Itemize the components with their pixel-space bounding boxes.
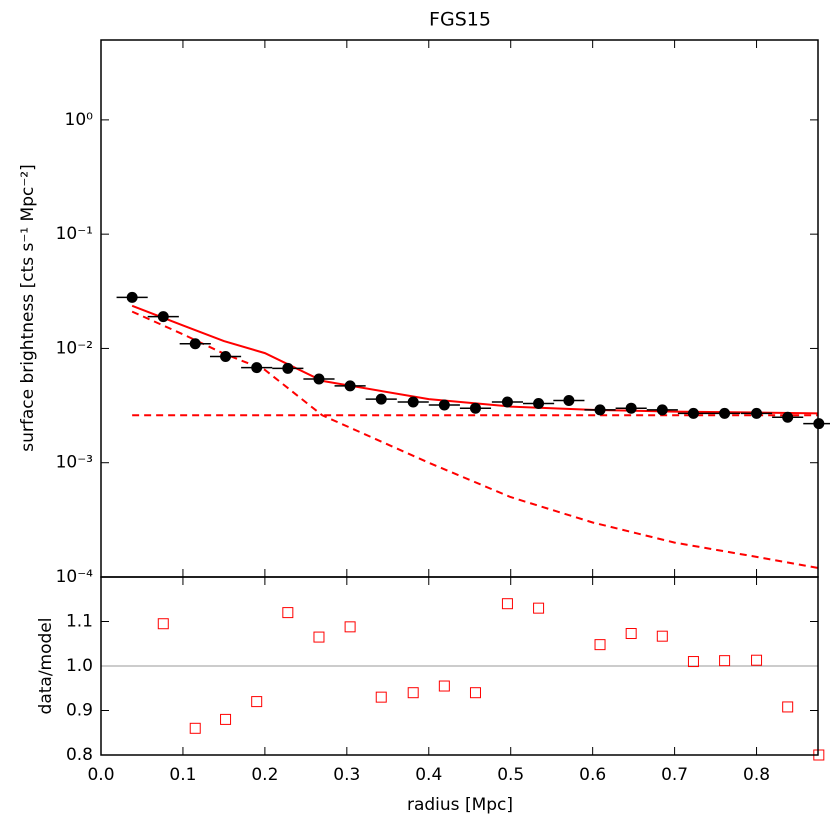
data-point [782, 411, 794, 423]
ratio-point [594, 639, 606, 651]
data-point [375, 393, 387, 405]
data-point [469, 402, 481, 414]
y-tick-label: 1.0 [66, 656, 93, 676]
ratio-point [344, 621, 356, 633]
x-tick-label: 0.1 [169, 765, 196, 785]
x-axis-label: radius [Mpc] [407, 795, 513, 815]
data-point [594, 404, 606, 416]
y-tick-label: 1.1 [66, 612, 93, 632]
ratio-point [625, 628, 637, 640]
x-tick-label: 0.5 [497, 765, 524, 785]
ratio-point [251, 696, 263, 708]
y-tick-label: 0.9 [66, 701, 93, 721]
ratio-point [189, 722, 201, 734]
data-point [719, 407, 731, 419]
x-tick-label: 0.2 [251, 765, 278, 785]
x-tick-label: 0.6 [579, 765, 606, 785]
x-tick-label: 0.0 [87, 765, 114, 785]
ratio-point [687, 656, 699, 668]
x-tick-label: 0.4 [415, 765, 442, 785]
ratio-point [533, 602, 545, 614]
data-point [282, 362, 294, 374]
data-point [625, 402, 637, 414]
plot-frame [100, 576, 819, 756]
ratio-point [501, 598, 513, 610]
x-tick-label: 0.7 [661, 765, 688, 785]
model-line [131, 304, 819, 415]
ratio-point [438, 680, 450, 692]
data-point [563, 395, 575, 407]
plot-frame [100, 39, 819, 578]
ratio-point [375, 691, 387, 703]
data-point [687, 407, 699, 419]
ratio-point [469, 687, 481, 699]
x-tick-label: 0.8 [743, 765, 770, 785]
y-tick-label: 10⁻² [56, 338, 93, 358]
data-point [813, 418, 825, 430]
data-point [251, 362, 263, 374]
x-tick-label: 0.3 [333, 765, 360, 785]
data-point [656, 404, 668, 416]
ratio-point [751, 654, 763, 666]
data-point [189, 338, 201, 350]
data-point [407, 396, 419, 408]
data-point [438, 399, 450, 411]
ratio-point [656, 630, 668, 642]
y-tick-label: 10⁻⁴ [56, 567, 94, 587]
data-point [344, 380, 356, 392]
ratio-point [313, 631, 325, 643]
y-axis-label: surface brightness [cts s⁻¹ Mpc⁻²] [18, 164, 38, 452]
ratio-point [407, 687, 419, 699]
data-point [126, 291, 138, 303]
data-point [501, 396, 513, 408]
data-point [751, 407, 763, 419]
y-tick-label: 10⁰ [65, 110, 94, 130]
ratio-point [157, 618, 169, 630]
y-tick-label: 0.8 [66, 745, 93, 765]
data-point [533, 397, 545, 409]
ratio-point [282, 607, 294, 619]
data-point [220, 351, 232, 363]
ratio-point [782, 701, 794, 713]
y-tick-label: 10⁻³ [56, 453, 93, 473]
ratio-point [220, 713, 232, 725]
chart-title: FGS15 [429, 9, 491, 31]
ratio-point [719, 655, 731, 667]
y-tick-label: 10⁻¹ [56, 224, 93, 244]
y-axis-label: data/model [36, 618, 56, 715]
model-line [131, 310, 819, 569]
data-point [313, 373, 325, 385]
data-point [157, 311, 169, 323]
